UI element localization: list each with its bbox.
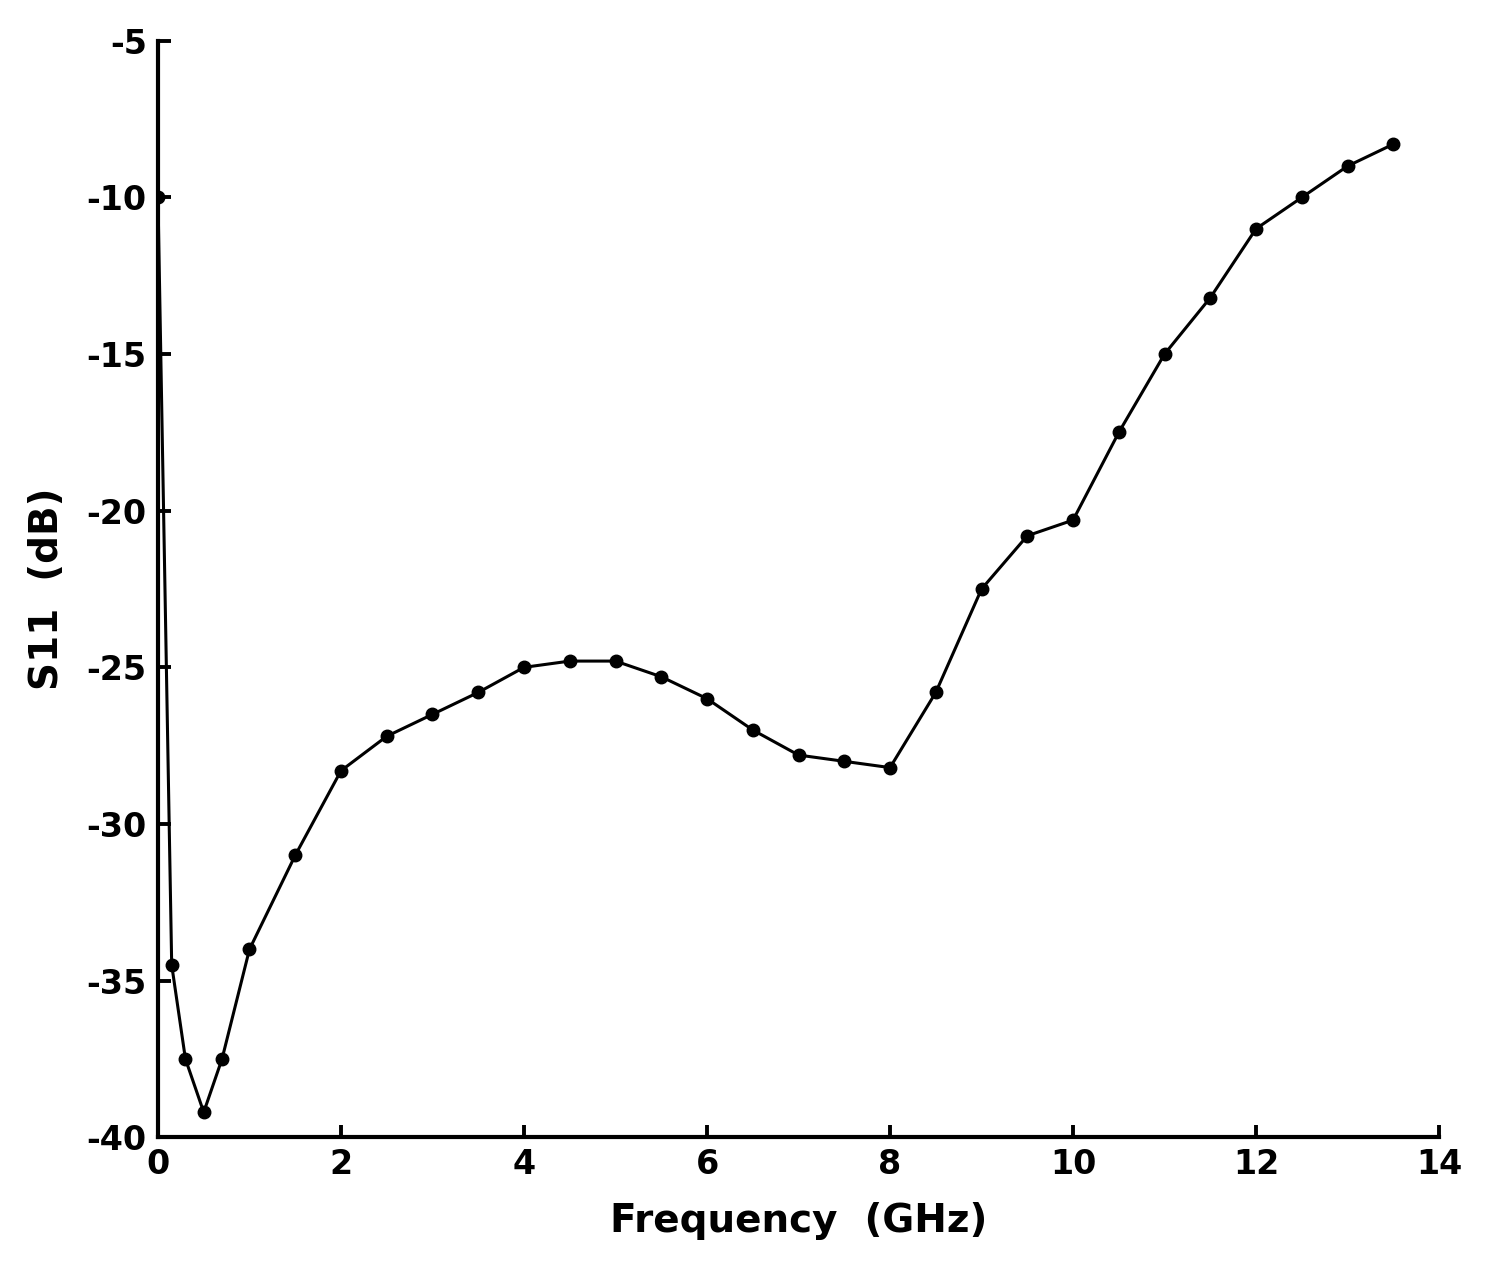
Y-axis label: S11  (dB): S11 (dB) [28,488,66,690]
X-axis label: Frequency  (GHz): Frequency (GHz) [609,1202,988,1240]
